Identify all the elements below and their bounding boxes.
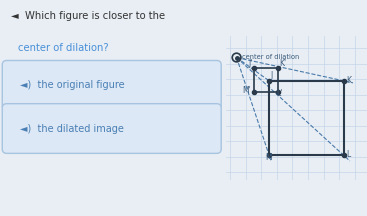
Text: K': K' bbox=[279, 59, 286, 68]
Text: ◄)  the dilated image: ◄) the dilated image bbox=[20, 124, 124, 133]
Text: J': J' bbox=[248, 59, 253, 68]
FancyBboxPatch shape bbox=[2, 104, 221, 153]
FancyBboxPatch shape bbox=[2, 60, 221, 110]
Text: center of dilation?: center of dilation? bbox=[18, 43, 109, 53]
Text: ◄  Which figure is closer to the: ◄ Which figure is closer to the bbox=[11, 11, 166, 21]
Text: M': M' bbox=[243, 86, 251, 95]
Text: L': L' bbox=[276, 89, 283, 98]
Text: ◄)  the original figure: ◄) the original figure bbox=[20, 80, 125, 90]
Text: K: K bbox=[346, 76, 352, 84]
Text: J: J bbox=[270, 71, 272, 80]
Text: M: M bbox=[265, 153, 272, 162]
Text: L: L bbox=[346, 150, 351, 159]
Text: center of dilation: center of dilation bbox=[243, 54, 300, 60]
